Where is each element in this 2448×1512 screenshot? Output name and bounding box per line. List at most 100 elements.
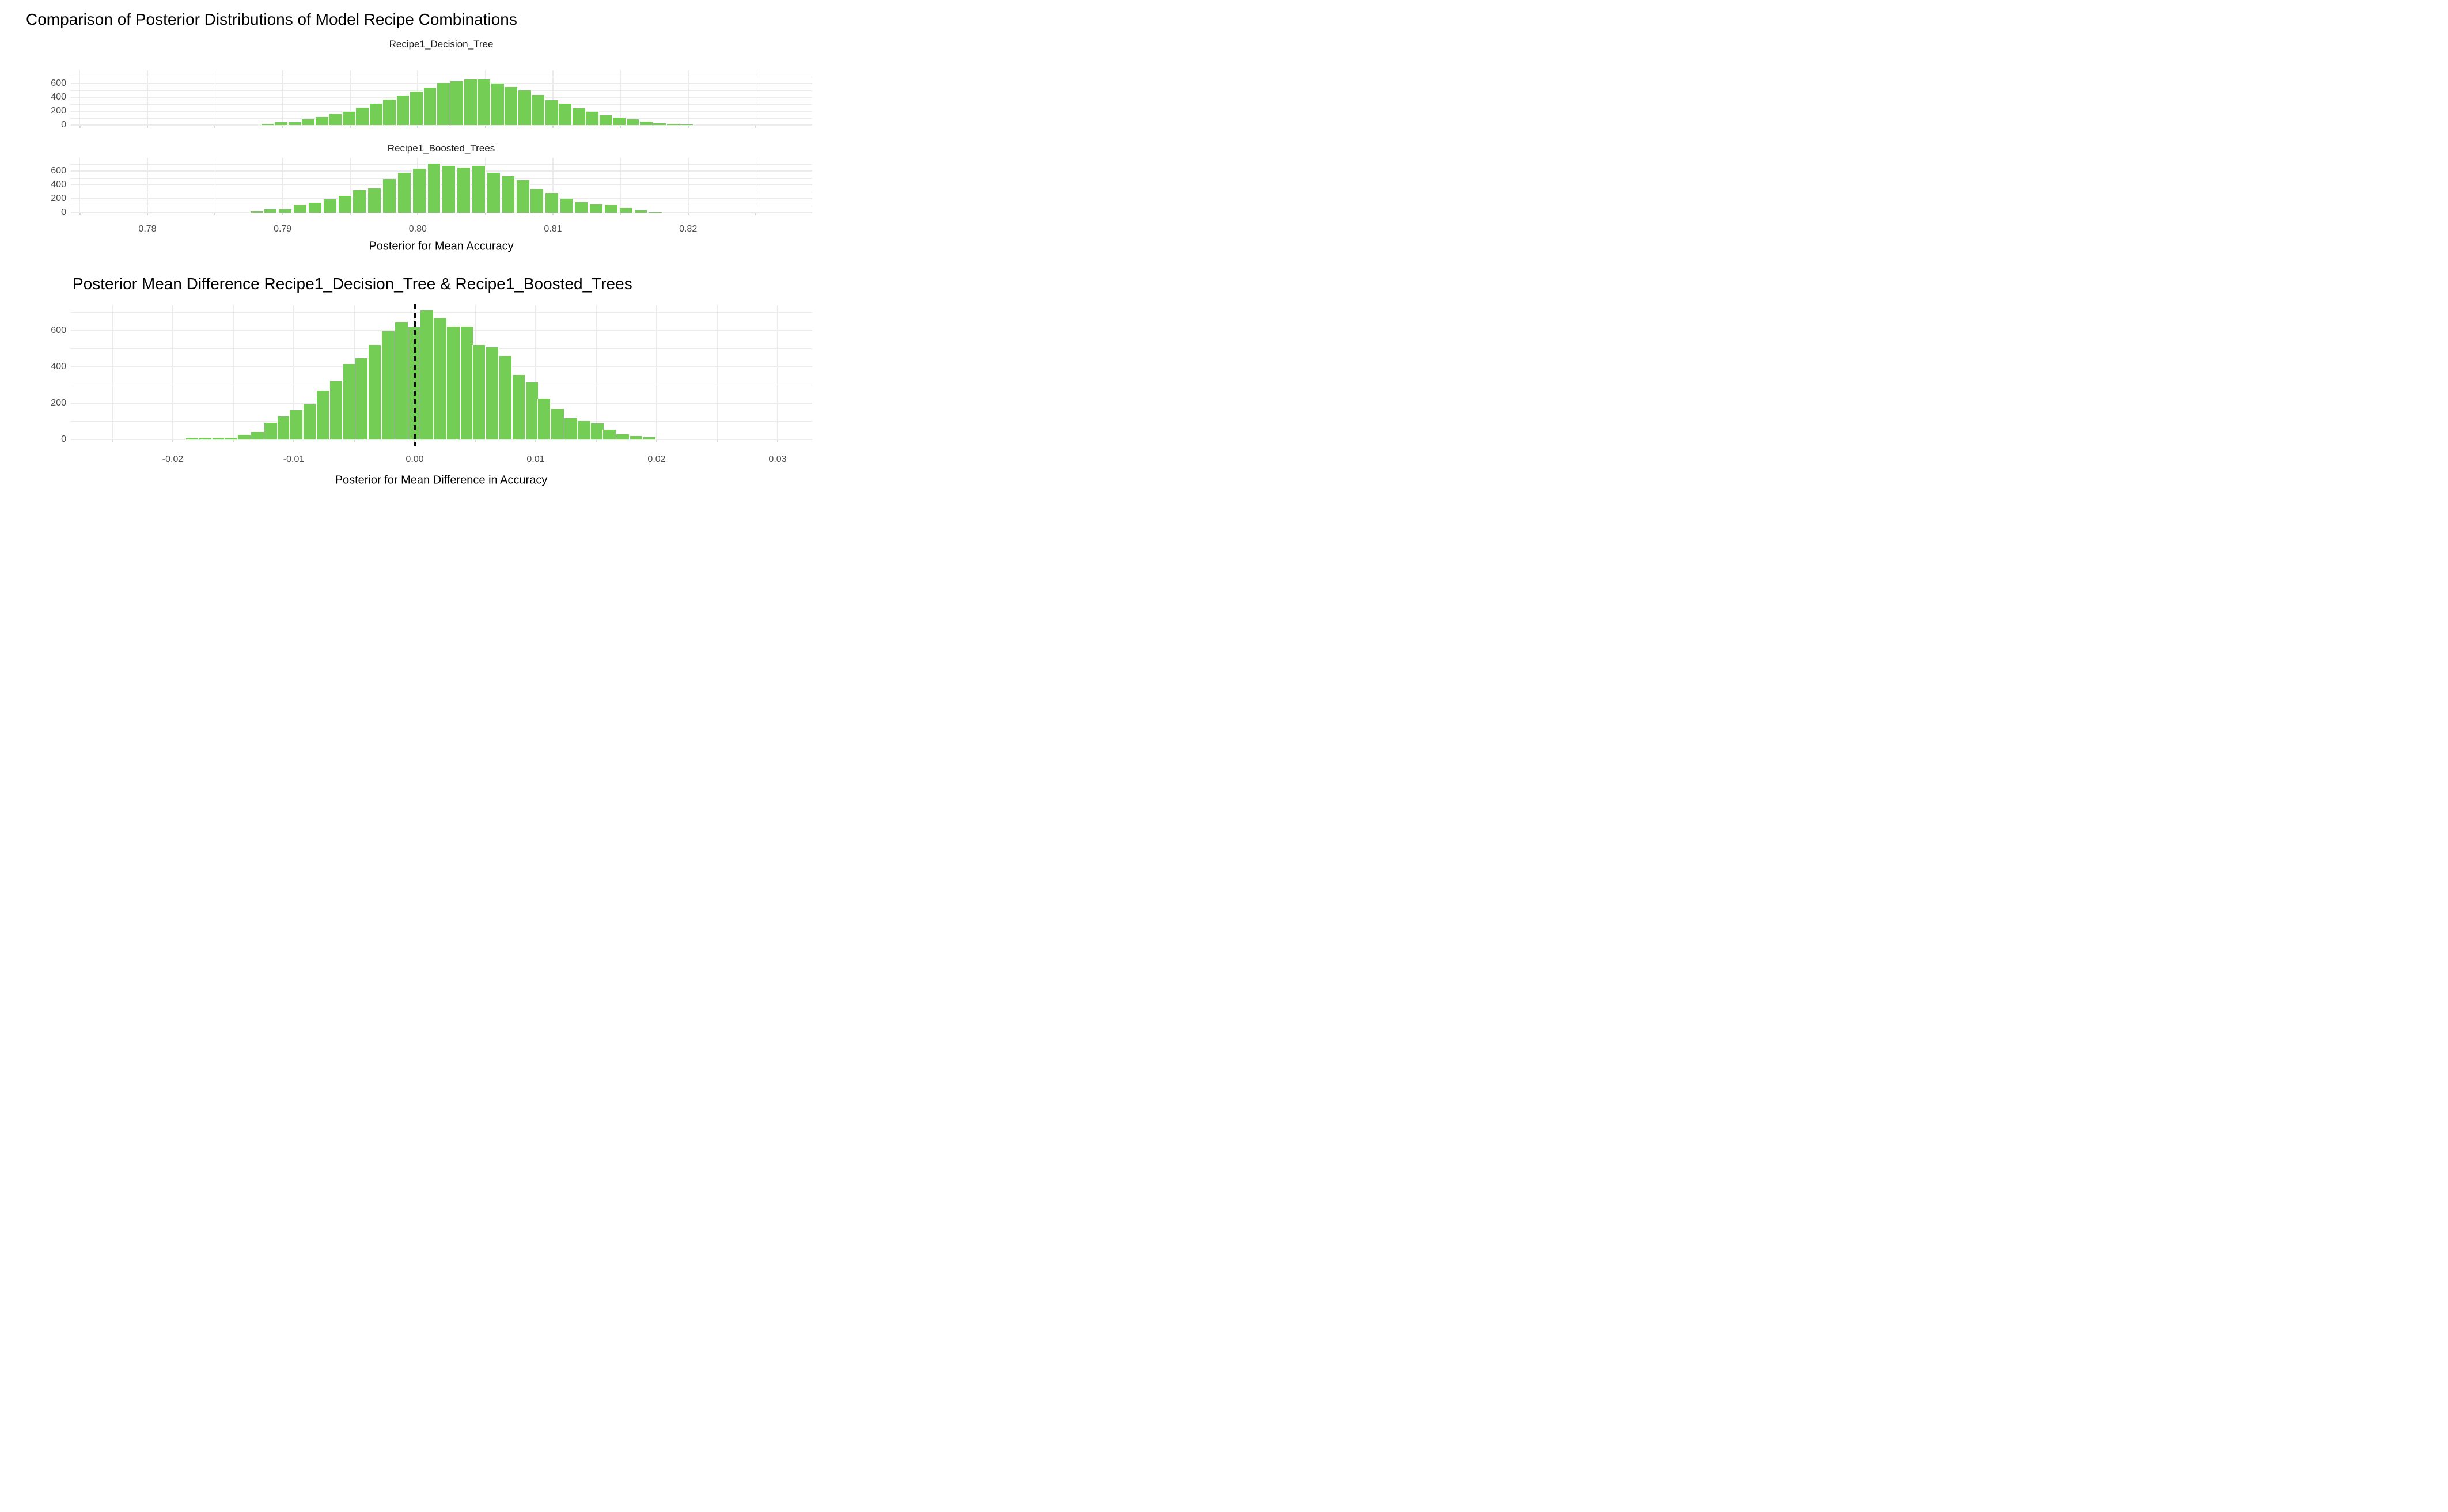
histogram-bar bbox=[591, 423, 604, 439]
histogram-bar bbox=[383, 99, 396, 125]
x-major-gridline bbox=[687, 70, 689, 125]
x-axis-tick-label: 0.80 bbox=[408, 224, 427, 234]
histogram-bar bbox=[309, 203, 321, 213]
histogram-bar bbox=[329, 113, 342, 125]
histogram-bar bbox=[199, 438, 212, 439]
x-axis-tick-label: 0.00 bbox=[406, 454, 424, 464]
x-axis-tick bbox=[282, 213, 283, 215]
x-major-gridline bbox=[656, 305, 657, 439]
x-axis-tick bbox=[233, 440, 234, 442]
x-major-gridline bbox=[282, 158, 283, 213]
histogram-bar bbox=[355, 358, 368, 439]
histogram-bar bbox=[397, 172, 411, 213]
histogram-bar bbox=[486, 347, 499, 439]
y-minor-gridline bbox=[71, 164, 812, 165]
x-major-gridline bbox=[293, 305, 294, 439]
histogram-bar bbox=[472, 166, 485, 213]
x-axis-tick bbox=[596, 440, 597, 442]
x-major-gridline bbox=[172, 305, 173, 439]
y-axis-tick-label: 0 bbox=[61, 434, 66, 444]
histogram-bar bbox=[316, 390, 329, 439]
histogram-bar bbox=[427, 164, 441, 213]
histogram-bar bbox=[437, 83, 450, 125]
x-minor-gridline bbox=[79, 158, 81, 213]
x-axis-tick-label: 0.01 bbox=[526, 454, 545, 464]
x-axis-tick bbox=[552, 213, 554, 215]
y-minor-gridline bbox=[71, 177, 812, 179]
y-major-gridline bbox=[71, 198, 812, 200]
histogram-bar bbox=[303, 404, 316, 439]
histogram-bar bbox=[356, 108, 369, 125]
histogram-bar bbox=[630, 435, 643, 439]
histogram-bar bbox=[487, 172, 500, 213]
x-axis-tick-label: -0.01 bbox=[283, 454, 305, 464]
x-axis-tick bbox=[112, 440, 113, 442]
x-axis-tick bbox=[475, 440, 476, 442]
x-axis-tick bbox=[552, 126, 554, 128]
x-axis-tick bbox=[214, 213, 216, 215]
x-major-gridline bbox=[282, 70, 283, 125]
histogram-bar bbox=[329, 381, 343, 439]
histogram-bar bbox=[578, 420, 590, 439]
histogram-bar bbox=[279, 209, 292, 213]
x-minor-gridline bbox=[350, 158, 351, 213]
histogram-bar bbox=[323, 199, 336, 213]
y-major-gridline bbox=[71, 170, 812, 172]
difference-chart-title: Posterior Mean Difference Recipe1_Decisi… bbox=[73, 275, 632, 293]
x-axis-tick bbox=[282, 126, 283, 128]
histogram-bar bbox=[634, 210, 647, 213]
histogram-bar bbox=[338, 196, 351, 213]
histogram-bar bbox=[464, 79, 477, 125]
y-axis-tick-label: 200 bbox=[51, 398, 66, 408]
histogram-bar bbox=[505, 87, 518, 125]
x-axis-tick-label: -0.02 bbox=[162, 454, 184, 464]
histogram-bar bbox=[586, 112, 598, 125]
x-minor-gridline bbox=[233, 305, 234, 439]
x-axis-tick-label: 0.03 bbox=[768, 454, 787, 464]
histogram-bar bbox=[290, 410, 302, 439]
histogram-bar bbox=[559, 103, 572, 125]
y-major-gridline bbox=[71, 184, 812, 186]
x-axis-tick bbox=[484, 213, 486, 215]
x-axis-tick bbox=[417, 126, 419, 128]
histogram-bar bbox=[460, 327, 473, 439]
histogram-bar bbox=[530, 189, 543, 213]
histogram-bar bbox=[288, 122, 301, 125]
histogram-bar bbox=[512, 375, 525, 439]
x-axis-tick bbox=[620, 213, 622, 215]
histogram-bar bbox=[353, 190, 366, 213]
histogram-bar bbox=[294, 205, 307, 213]
y-major-gridline bbox=[71, 212, 812, 213]
histogram-bar bbox=[613, 117, 626, 125]
y-major-gridline bbox=[71, 124, 812, 126]
y-axis-tick-label: 0 bbox=[61, 207, 66, 217]
histogram-bar bbox=[472, 345, 486, 439]
y-minor-gridline bbox=[71, 312, 812, 313]
histogram-bar bbox=[604, 204, 617, 213]
histogram-bar bbox=[343, 364, 356, 439]
histogram-bar bbox=[447, 327, 460, 439]
histogram-bar bbox=[369, 103, 382, 125]
x-minor-gridline bbox=[717, 305, 718, 439]
histogram-bar bbox=[213, 438, 225, 439]
histogram-bar bbox=[564, 418, 577, 439]
histogram-bar bbox=[572, 108, 585, 125]
histogram-bar bbox=[275, 122, 288, 125]
x-axis-tick bbox=[147, 126, 148, 128]
histogram-bar bbox=[491, 83, 504, 125]
zero-reference-line bbox=[414, 304, 416, 446]
histogram-bar bbox=[315, 116, 328, 125]
y-axis-tick-label: 600 bbox=[51, 78, 66, 89]
y-axis-tick-label: 600 bbox=[51, 325, 66, 335]
histogram-bar bbox=[420, 310, 433, 439]
y-axis-tick-label: 200 bbox=[51, 194, 66, 204]
histogram-bar bbox=[603, 429, 616, 439]
x-major-gridline bbox=[535, 305, 536, 439]
y-major-gridline bbox=[71, 439, 812, 440]
y-axis-tick-label: 0 bbox=[61, 120, 66, 130]
x-axis-tick-label: 0.79 bbox=[274, 224, 292, 234]
histogram-bar bbox=[342, 111, 355, 125]
histogram-bar bbox=[626, 119, 639, 125]
x-minor-gridline bbox=[350, 70, 351, 125]
histogram-bar bbox=[382, 331, 395, 439]
